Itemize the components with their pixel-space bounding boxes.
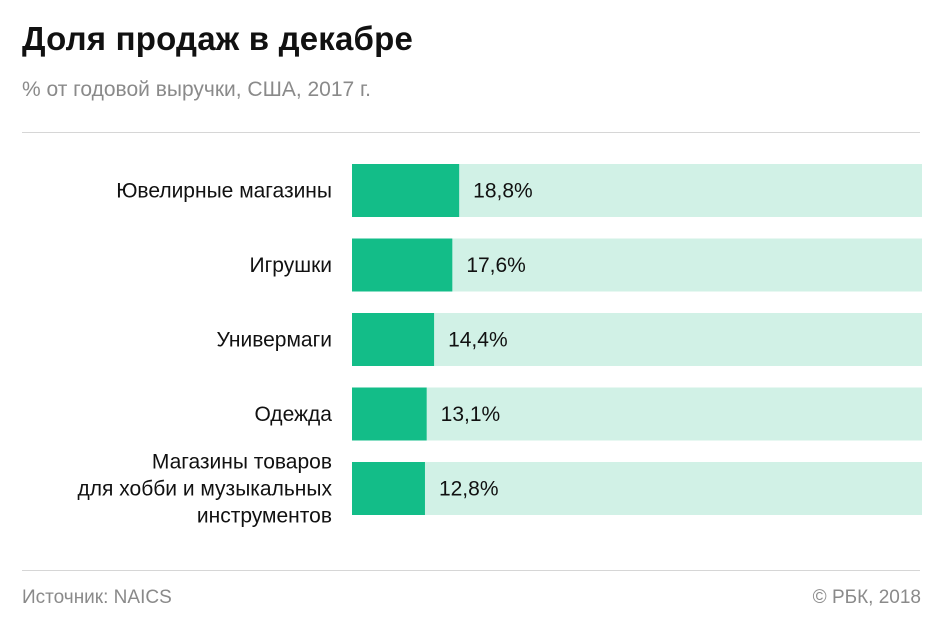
category-label: Ювелирные магазины <box>116 180 332 203</box>
bar-row: 17,6% Игрушки <box>250 238 922 292</box>
bar-track <box>352 387 922 441</box>
value-label: 14,4% <box>448 329 508 352</box>
bar <box>352 462 425 515</box>
bar-row: 14,4% Универмаги <box>216 313 922 366</box>
top-divider <box>22 132 920 133</box>
copyright-note: © РБК, 2018 <box>812 587 921 608</box>
category-label: Магазины товаров для хобби и музыкальных и… <box>78 451 333 528</box>
source-note: Источник: NAICS <box>22 587 172 608</box>
bar <box>352 387 427 441</box>
bar <box>352 238 453 292</box>
bar-track <box>352 313 922 366</box>
bar-row: 18,8% Ювелирные магазины <box>116 164 922 217</box>
bar-chart: 18,8% Ювелирные магазины 17,6% Игрушки 14,4%… <box>78 164 922 528</box>
value-label: 12,8% <box>439 478 499 501</box>
bar-track <box>352 462 922 515</box>
category-label: Игрушки <box>250 254 332 277</box>
value-label: 17,6% <box>466 254 526 277</box>
value-label: 13,1% <box>441 403 501 426</box>
bar <box>352 313 435 366</box>
bottom-divider <box>22 570 920 571</box>
category-label: Одежда <box>254 403 332 426</box>
bar <box>352 164 460 217</box>
chart-subtitle: % от годовой выручки, США, 2017 г. <box>22 78 371 101</box>
bar-row: 13,1% Одежда <box>254 387 922 441</box>
bar-row: 12,8% Магазины товаров для хобби и музыкал… <box>78 451 922 528</box>
chart-title: Доля продаж в декабре <box>22 20 414 57</box>
value-label: 18,8% <box>473 180 533 203</box>
category-label: Универмаги <box>216 329 332 352</box>
